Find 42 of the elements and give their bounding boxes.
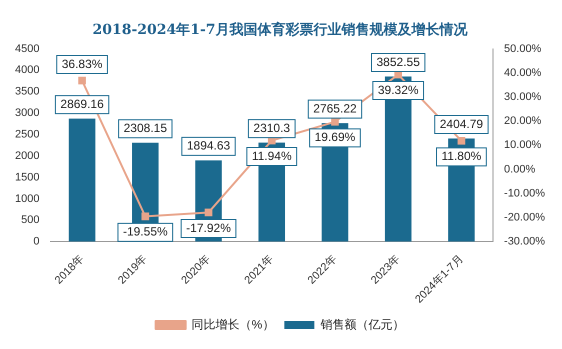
data-label: 19.69%: [314, 130, 356, 144]
y-tick-label: 0: [33, 236, 40, 248]
point: [458, 137, 466, 145]
y-tick-label: 4500: [14, 42, 40, 55]
data-label: 2765.22: [313, 101, 357, 116]
point: [204, 208, 212, 216]
y2-tick-label: 10.00%: [504, 139, 542, 152]
y2-tick-label: 20.00%: [504, 115, 542, 128]
bar: [68, 118, 96, 242]
y2-tick-label: -30.00%: [504, 236, 546, 248]
y-tick-label: 3000: [14, 107, 40, 120]
legend-label: 销售额（亿元）: [319, 317, 404, 332]
data-label: -17.92%: [186, 220, 232, 235]
data-label: 3852.55: [376, 54, 420, 69]
data-label: 2869.16: [60, 96, 104, 111]
y-tick-label: 1500: [14, 171, 40, 184]
data-label: 1894.63: [186, 138, 231, 153]
point: [78, 76, 86, 84]
y2-tick-label: -10.00%: [504, 187, 546, 200]
point: [331, 118, 339, 126]
y2-tick-label: -20.00%: [504, 212, 546, 224]
data-label: 11.94%: [252, 148, 292, 163]
y-tick-label: 4000: [14, 64, 40, 76]
data-label: 2404.79: [440, 116, 484, 131]
data-label: 11.80%: [442, 149, 482, 164]
y-tick-label: 2000: [14, 150, 40, 162]
y-tick-label: 1000: [14, 192, 40, 205]
legend-label: 同比增长（%）: [192, 317, 274, 332]
y2-tick-label: 50.00%: [504, 42, 542, 55]
y2-tick-label: 0.00%: [504, 163, 536, 176]
data-label: -19.55%: [122, 224, 168, 239]
y-tick-label: 3500: [14, 86, 40, 98]
y-tick-label: 2500: [14, 128, 40, 141]
data-label: 2308.15: [124, 121, 168, 136]
y2-tick-label: 40.00%: [504, 66, 542, 79]
y2-tick-label: 30.00%: [504, 91, 542, 104]
y-tick-label: 500: [21, 214, 40, 226]
data-label: 2310.3: [253, 120, 290, 135]
data-label: 39.32%: [378, 82, 419, 97]
data-label: 36.83%: [62, 56, 103, 71]
point: [141, 212, 150, 220]
chart-title: 2018-2024年1-7月我国体育彩票行业销售规模及增长情况: [92, 21, 469, 38]
